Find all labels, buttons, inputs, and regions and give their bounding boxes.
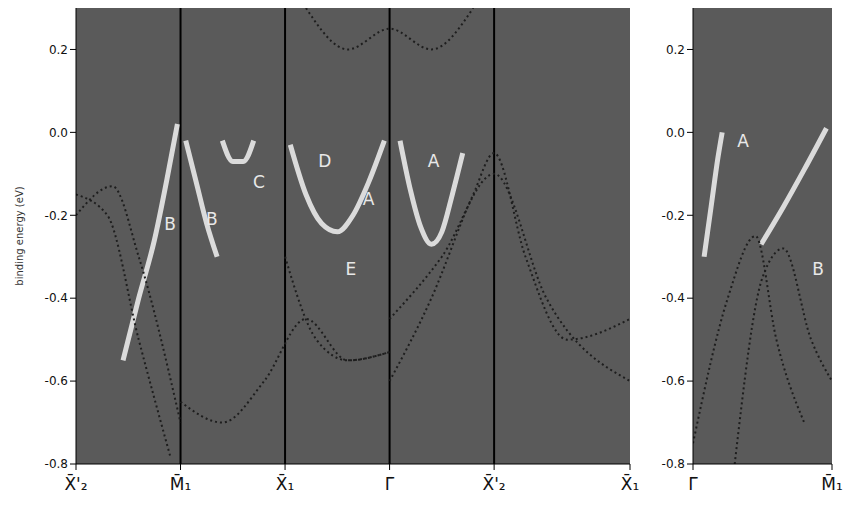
svg-text:-0.2: -0.2 (45, 209, 68, 223)
svg-text:X̄'₂: X̄'₂ (483, 473, 506, 494)
svg-text:0.2: 0.2 (49, 43, 68, 57)
svg-text:X̄'₂: X̄'₂ (64, 473, 87, 494)
svg-text:-0.4: -0.4 (662, 291, 685, 305)
svg-text:binding energy (eV): binding energy (eV) (14, 186, 25, 285)
svg-text:X̄₁: X̄₁ (621, 473, 639, 494)
svg-text:M̄₁: M̄₁ (170, 473, 191, 494)
svg-text:-0.8: -0.8 (662, 457, 685, 471)
svg-text:D: D (318, 151, 331, 171)
svg-text:B: B (812, 259, 824, 279)
svg-text:B: B (164, 214, 176, 234)
svg-text:-0.4: -0.4 (45, 291, 68, 305)
svg-text:M̄₁: M̄₁ (821, 473, 842, 494)
svg-text:X̄₁: X̄₁ (276, 473, 294, 494)
svg-text:A: A (428, 151, 440, 171)
svg-text:-0.2: -0.2 (662, 209, 685, 223)
svg-text:Γ̄: Γ̄ (688, 474, 698, 494)
svg-text:A: A (737, 131, 749, 151)
svg-text:0.2: 0.2 (666, 43, 685, 57)
svg-text:B: B (206, 209, 218, 229)
svg-text:-0.6: -0.6 (662, 374, 685, 388)
svg-text:C: C (253, 172, 265, 192)
svg-text:0.0: 0.0 (666, 126, 685, 140)
svg-text:Γ̄: Γ̄ (385, 474, 395, 494)
svg-text:-0.6: -0.6 (45, 374, 68, 388)
svg-text:-0.8: -0.8 (45, 457, 68, 471)
svg-text:E: E (346, 259, 357, 279)
svg-text:0.0: 0.0 (49, 126, 68, 140)
svg-text:A: A (363, 189, 375, 209)
